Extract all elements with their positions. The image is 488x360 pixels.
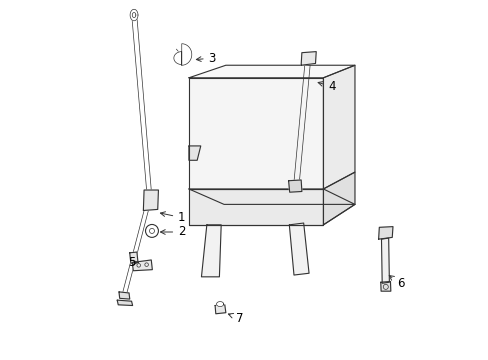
Polygon shape [301,51,316,65]
Polygon shape [119,292,129,299]
Polygon shape [378,226,392,239]
Circle shape [145,225,158,237]
Polygon shape [188,78,323,189]
Text: 2: 2 [160,225,185,238]
Polygon shape [130,9,138,21]
Polygon shape [188,189,354,204]
Polygon shape [289,223,308,275]
Polygon shape [132,260,152,271]
Polygon shape [174,44,191,65]
Polygon shape [143,190,158,211]
Polygon shape [188,146,201,160]
Polygon shape [288,180,301,192]
Polygon shape [215,305,225,314]
Text: 6: 6 [388,275,404,291]
Polygon shape [201,225,221,277]
Polygon shape [129,252,138,263]
Text: 5: 5 [128,256,138,269]
Polygon shape [381,238,388,283]
Polygon shape [188,65,354,78]
Polygon shape [117,300,132,306]
Polygon shape [188,189,323,225]
Text: 7: 7 [228,311,243,325]
Text: 4: 4 [318,80,336,93]
Text: 3: 3 [196,51,216,64]
Polygon shape [323,65,354,189]
Text: 1: 1 [160,211,185,224]
Polygon shape [323,172,354,225]
Polygon shape [380,282,390,291]
Polygon shape [216,302,223,307]
